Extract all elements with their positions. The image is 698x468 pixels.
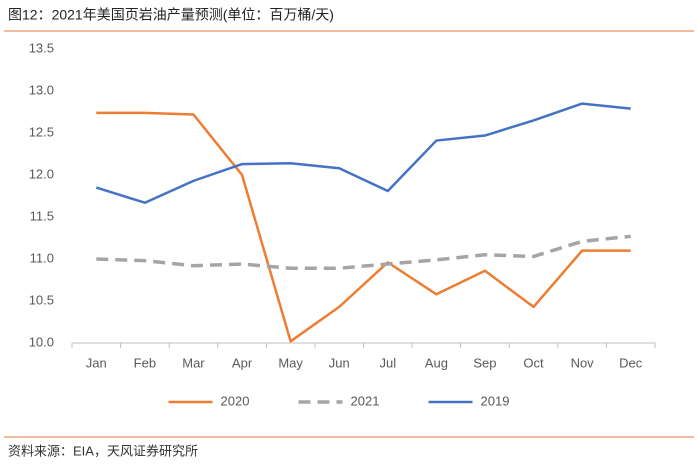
x-tick-label: May bbox=[278, 355, 303, 370]
x-tick-label: Aug bbox=[425, 355, 448, 370]
x-tick-label: Oct bbox=[523, 355, 544, 370]
y-tick-label: 13.5 bbox=[29, 40, 54, 55]
y-tick-label: 10.5 bbox=[29, 292, 54, 307]
series-line bbox=[95, 102, 631, 204]
x-tick-label: Jul bbox=[379, 355, 396, 370]
x-tick-label: Apr bbox=[232, 355, 253, 370]
legend-label: 2021 bbox=[351, 393, 380, 408]
y-tick-label: 10.0 bbox=[29, 334, 54, 349]
x-tick-label: Jan bbox=[86, 355, 107, 370]
y-tick-label: 12.0 bbox=[29, 166, 54, 181]
y-tick-label: 13.0 bbox=[29, 82, 54, 97]
legend-label: 2020 bbox=[221, 393, 250, 408]
y-tick-label: 12.5 bbox=[29, 124, 54, 139]
source-note: 资料来源：EIA，天风证券研究所 bbox=[8, 443, 198, 458]
series-line bbox=[96, 234, 631, 270]
x-tick-label: Dec bbox=[619, 355, 643, 370]
series-line bbox=[96, 111, 631, 343]
x-tick-label: Feb bbox=[134, 355, 156, 370]
x-tick-label: Nov bbox=[571, 355, 595, 370]
x-tick-label: Sep bbox=[473, 355, 496, 370]
legend-label: 2019 bbox=[481, 393, 510, 408]
x-tick-label: Jun bbox=[329, 355, 350, 370]
y-tick-label: 11.0 bbox=[30, 250, 54, 265]
chart-title: 图12：2021年美国页岩油产量预测(单位：百万桶/天) bbox=[8, 7, 334, 23]
y-tick-label: 11.5 bbox=[30, 208, 54, 223]
x-tick-label: Mar bbox=[182, 355, 205, 370]
